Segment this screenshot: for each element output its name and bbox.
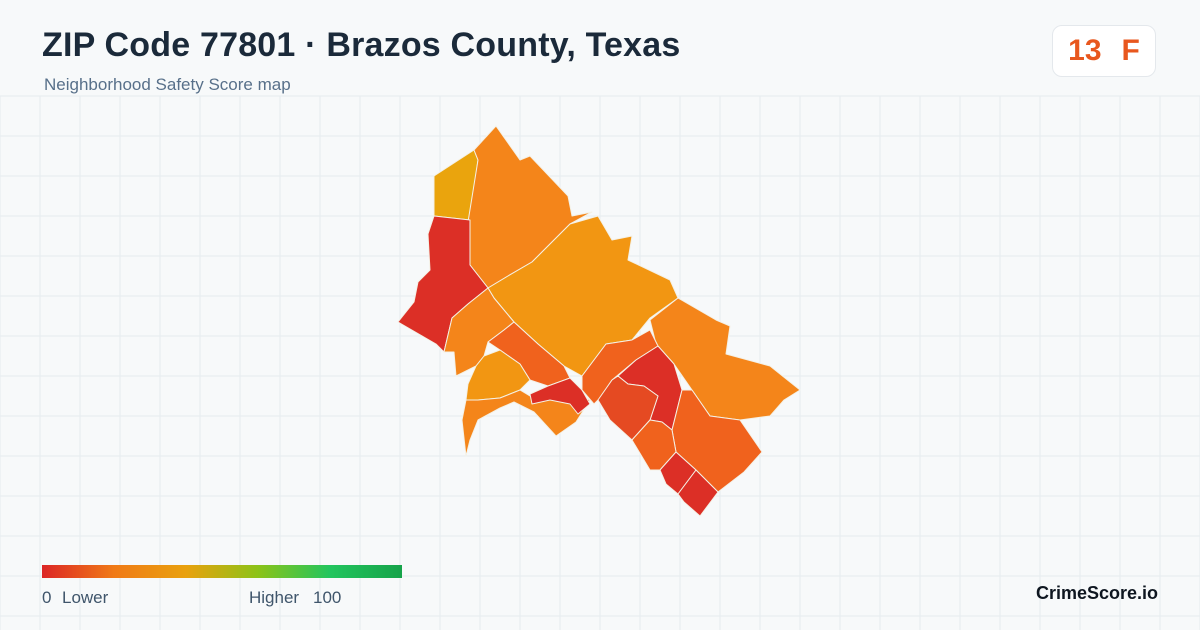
page-title: ZIP Code 77801 · Brazos County, Texas xyxy=(42,26,681,64)
brand-logo-text: CrimeScore.io xyxy=(1035,583,1158,603)
legend-min-text: Lower xyxy=(62,588,109,607)
neighborhood-downtown-red[interactable] xyxy=(529,377,591,415)
neighborhood-west-red[interactable] xyxy=(397,215,489,353)
color-scale-legend xyxy=(42,565,402,578)
legend-max-value: 100 xyxy=(313,588,342,607)
neighborhood-south-west-arm[interactable] xyxy=(461,387,591,457)
legend-min-value: 0 xyxy=(42,588,52,607)
neighborhood-south-tip[interactable] xyxy=(677,469,719,517)
map-subtitle: Neighborhood Safety Score map xyxy=(44,75,291,94)
grade-letter: F xyxy=(1121,34,1140,67)
legend-max-text: Higher xyxy=(249,588,300,607)
safety-score-badge: 13 F xyxy=(1052,25,1156,77)
score-value: 13 xyxy=(1068,34,1102,67)
